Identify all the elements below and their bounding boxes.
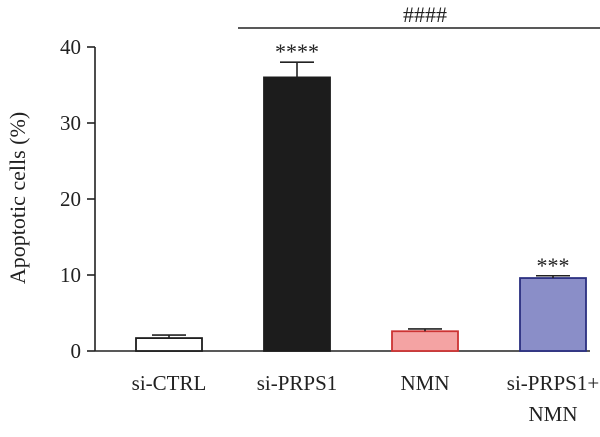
comparison-label: ####: [403, 2, 447, 27]
y-tick-label: 20: [60, 187, 81, 211]
category-label: NMN: [400, 371, 449, 395]
bar: [135, 337, 203, 352]
y-tick-label: 30: [60, 111, 81, 135]
category-label: si-PRPS1+: [507, 371, 599, 395]
significance-marker: ***: [537, 253, 570, 278]
category-label: si-PRPS1: [257, 371, 338, 395]
annotations: ####: [238, 2, 600, 29]
significance-marker: ****: [275, 39, 319, 64]
bar: [519, 277, 587, 352]
bar: [391, 330, 459, 352]
y-tick-label: 10: [60, 263, 81, 287]
y-tick-label: 40: [60, 35, 81, 59]
bar: [263, 76, 331, 352]
category-label: si-CTRL: [132, 371, 207, 395]
category-label: NMN: [528, 402, 577, 426]
y-tick-label: 0: [71, 339, 82, 363]
category-labels: si-CTRL si-PRPS1 NMN si-PRPS1+ NMN: [132, 371, 600, 426]
y-axis-title: Apoptotic cells (%): [5, 112, 30, 284]
bars: *******: [135, 39, 587, 352]
